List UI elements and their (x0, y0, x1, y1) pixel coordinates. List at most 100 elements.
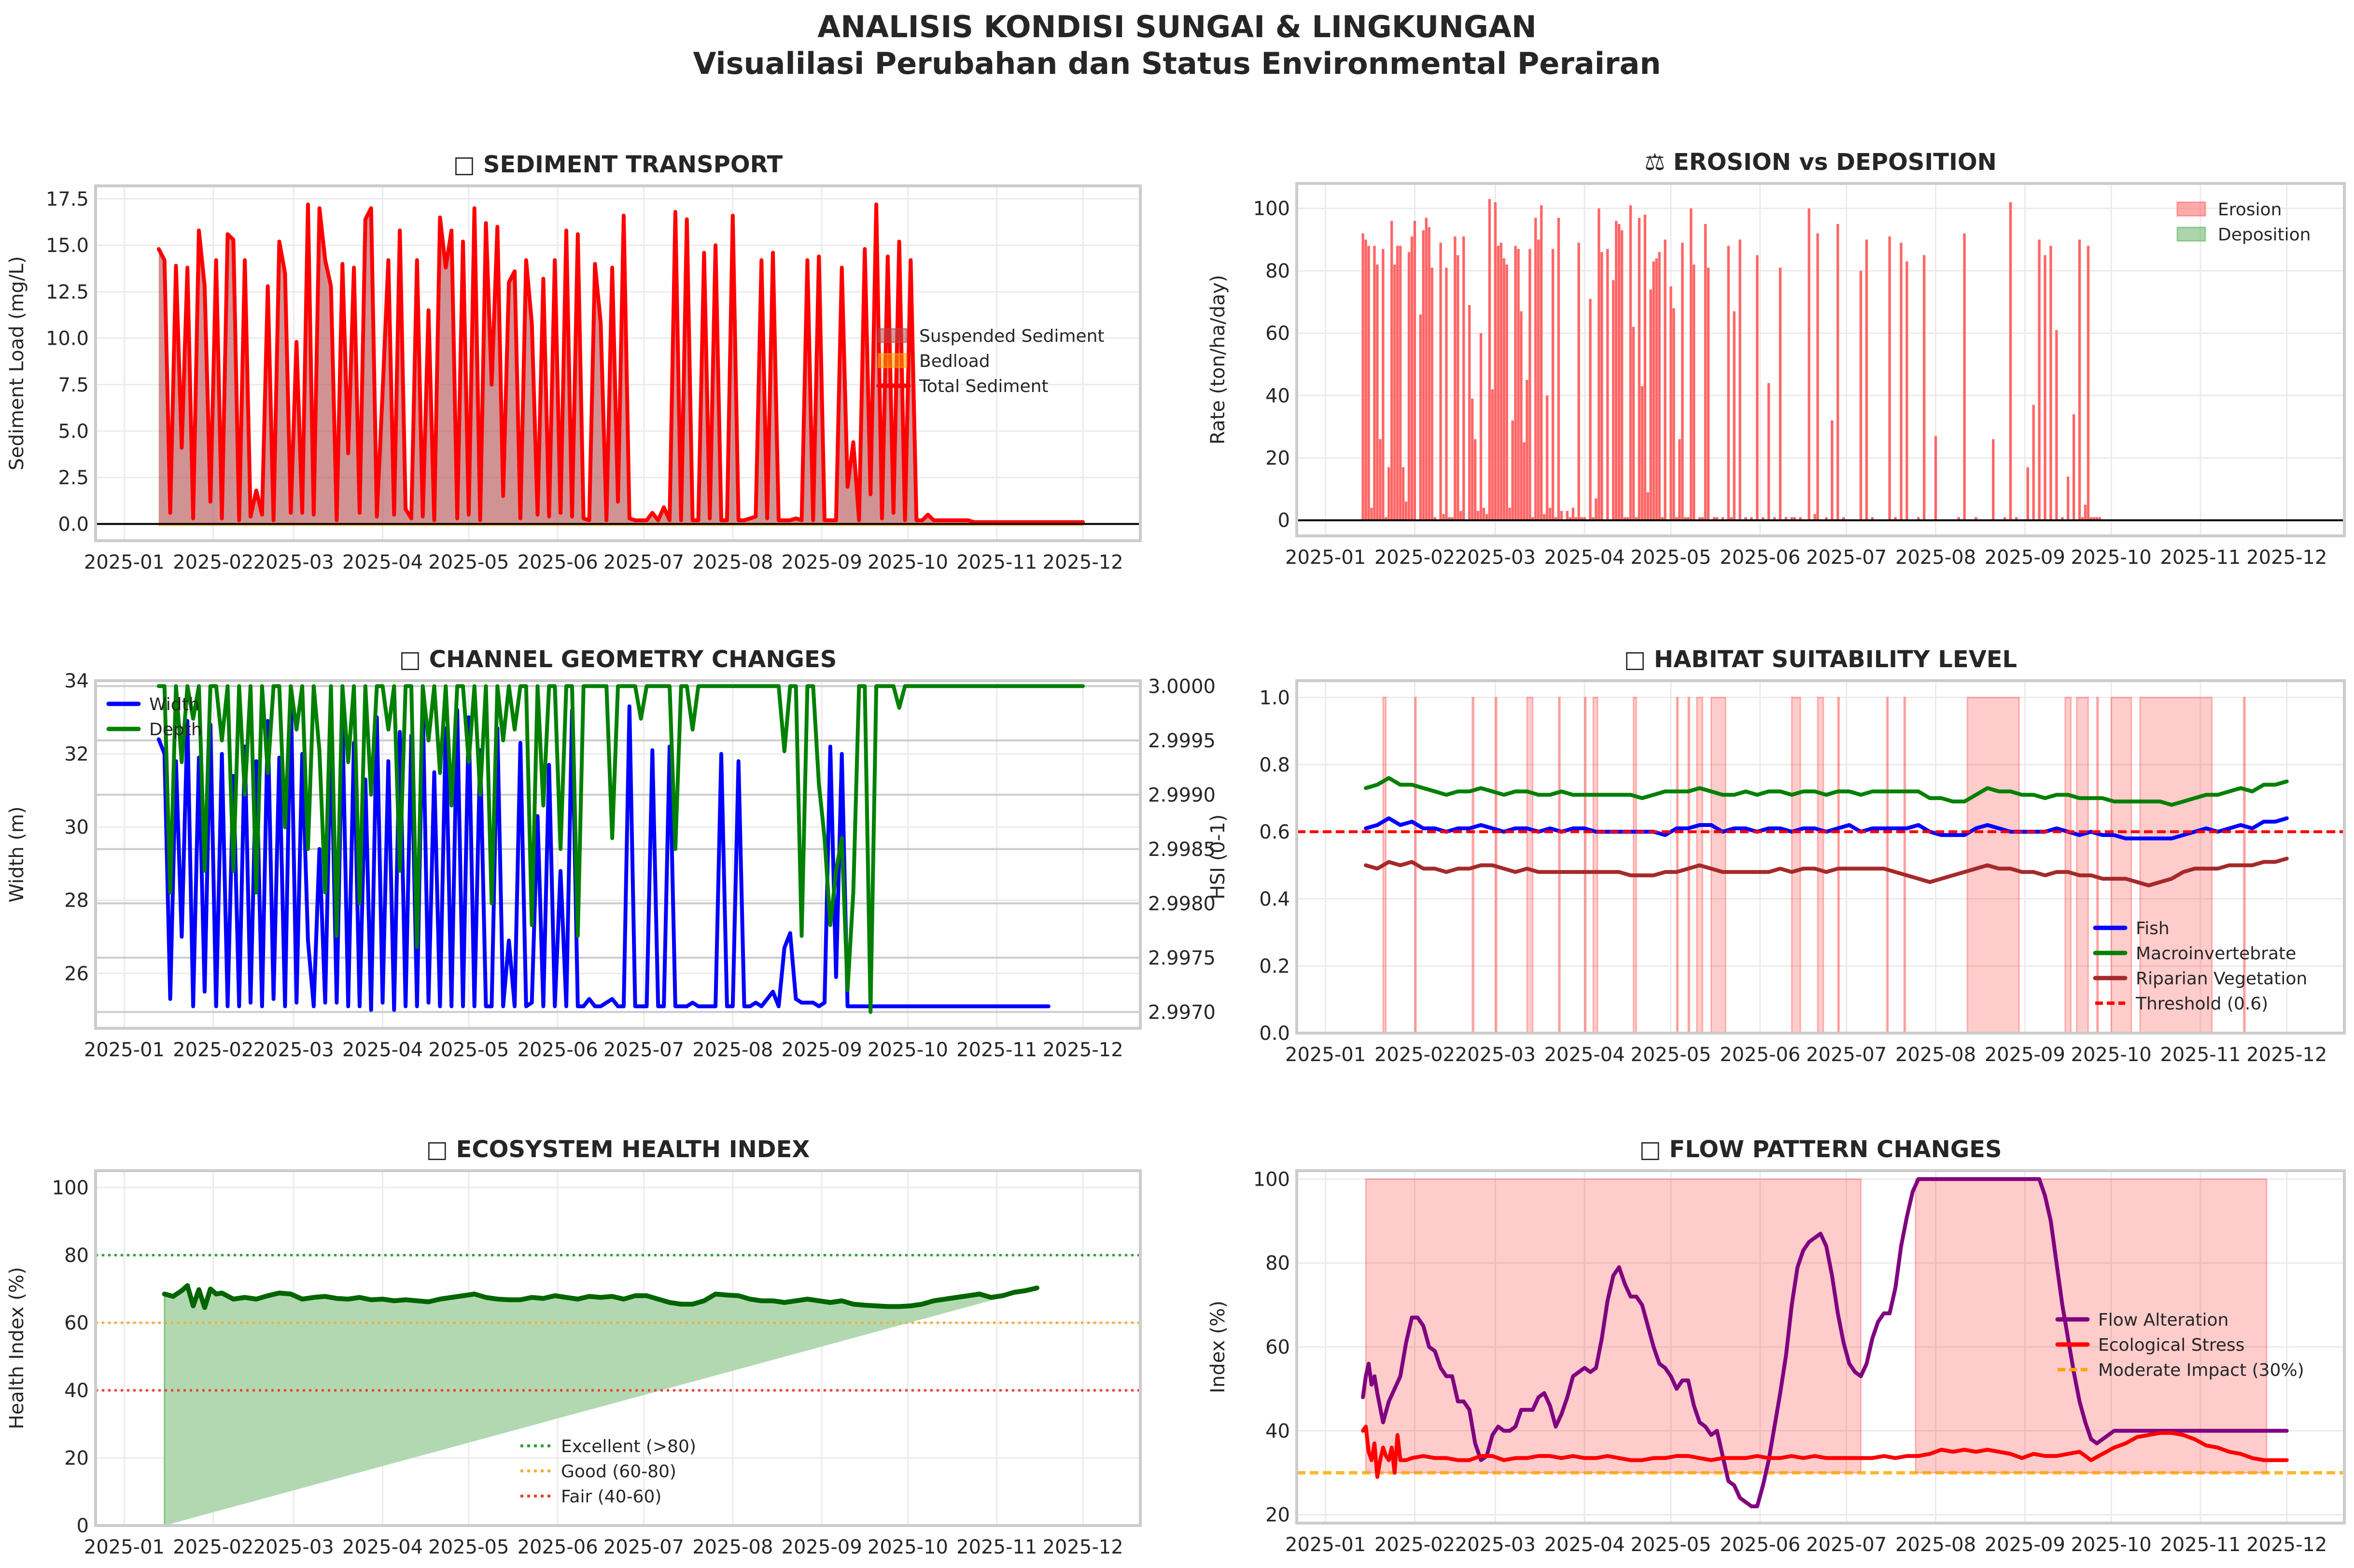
x-tick-label: 2025-06 (1720, 546, 1800, 569)
erosion-bar (1675, 517, 1678, 520)
below-threshold-span (1687, 697, 1691, 1034)
erosion-bar (1704, 224, 1707, 520)
high-stress-span (1365, 1178, 1862, 1474)
x-tick-label: 2025-11 (2160, 546, 2241, 569)
erosion-bar (1566, 511, 1569, 520)
chart-title: ⚖ EROSION vs DEPOSITION (1644, 149, 1997, 176)
y-tick-label: 20 (64, 1447, 89, 1470)
macroinvertebrate-line (1364, 776, 2289, 807)
y-right-tick-label: 2.9990 (1148, 784, 1216, 806)
flow-alteration-line (1361, 1177, 2289, 1509)
erosion-bar (1459, 511, 1462, 520)
y-tick-label: 17.5 (46, 188, 89, 210)
chart-ecosystem-health: 0 20 40 60 80 100 2025-01 2025-02 2025-03 2025-04… (6, 1136, 1142, 1558)
erosion-bar (1457, 255, 1459, 520)
erosion-bar (1595, 498, 1597, 520)
y-axis-label: Rate (ton/ha/day) (1207, 275, 1229, 445)
erosion-bar (1514, 246, 1517, 520)
erosion-bar (1635, 517, 1638, 520)
erosion-bar (1413, 221, 1416, 520)
erosion-bar (2049, 246, 2052, 520)
erosion-bar (1390, 221, 1393, 520)
axes-border (94, 184, 1142, 542)
erosion-bar (1825, 517, 1828, 520)
x-tick-label: 2025-03 (1455, 546, 1536, 569)
erosion-bar (1571, 507, 1574, 520)
erosion-bar (2032, 405, 2035, 520)
chart-title: □ CHANNEL GEOMETRY CHANGES (399, 646, 837, 673)
y-tick-label: 2.5 (58, 467, 89, 489)
erosion-bar (1871, 517, 1874, 520)
erosion-bar (1652, 261, 1655, 520)
x-tick-label: 2025-10 (868, 1039, 948, 1061)
erosion-bar (1646, 492, 1649, 520)
y-tick-label: 20 (1265, 447, 1290, 469)
axes-border (1295, 1169, 2346, 1525)
erosion-bar (1693, 264, 1695, 520)
x-tick-label: 2025-11 (2160, 1534, 2241, 1556)
erosion-bar (1468, 305, 1471, 520)
erosion-bar (1799, 517, 1802, 520)
erosion-bar (2078, 239, 2081, 520)
erosion-bar (1479, 333, 1483, 520)
y-tick-label: 7.5 (58, 374, 89, 396)
erosion-bar (1401, 467, 1405, 520)
x-tick-label: 2025-10 (868, 551, 948, 574)
erosion-bar (1551, 249, 1555, 520)
x-tick-label: 2025-01 (84, 551, 165, 574)
erosion-bar (1808, 208, 1810, 520)
y-tick-label: 15.0 (46, 235, 89, 257)
erosion-bar (1701, 517, 1704, 520)
legend-label: Depth (149, 720, 202, 740)
y-right-tick-label: 2.9985 (1148, 839, 1216, 861)
x-tick-label: 2025-09 (1985, 1044, 2065, 1066)
erosion-bar (1367, 246, 1370, 520)
erosion-bar (1730, 517, 1733, 520)
y-right-tick-label: 2.9970 (1148, 1001, 1216, 1023)
y-tick-label: 60 (1265, 322, 1290, 345)
figure-title: ANALISIS KONDISI SUNGAI & LINGKUNGAN (817, 9, 1537, 44)
erosion-bar (2015, 517, 2018, 520)
x-tick-label: 2025-07 (1806, 546, 1887, 569)
erosion-bar (1430, 267, 1433, 520)
chart-habitat-suitability: 0.0 0.2 0.4 0.6 0.8 1.0 2025-01 2025-02 2025-03 2… (1207, 646, 2346, 1066)
x-tick-label: 2025-08 (1895, 1044, 1976, 1066)
erosion-bar (1756, 255, 1759, 520)
erosion-bar (1767, 383, 1770, 520)
y-tick-label: 100 (1253, 198, 1290, 220)
ecological-stress-line (1361, 1425, 2289, 1479)
x-tick-label: 2025-05 (1630, 1044, 1711, 1066)
erosion-bar (1385, 517, 1387, 520)
x-tick-label: 2025-06 (1720, 1534, 1800, 1556)
legend-label: Good (60-80) (561, 1462, 676, 1482)
erosion-bar (1831, 420, 1834, 520)
erosion-bar (2055, 330, 2058, 520)
legend-label: Suspended Sediment (919, 326, 1105, 346)
y-tick-label: 0.8 (1259, 754, 1290, 776)
erosion-bar (1773, 517, 1776, 520)
erosion-bar (1473, 439, 1477, 520)
erosion-bar (1422, 230, 1425, 520)
y-tick-label: 100 (52, 1177, 89, 1199)
erosion-bar (1894, 517, 1897, 520)
x-tick-label: 2025-10 (2071, 1044, 2152, 1066)
axes-border (1295, 182, 2346, 537)
erosion-bar (1664, 239, 1667, 520)
y-tick-label: 20 (1265, 1504, 1290, 1526)
erosion-bar (1900, 242, 1903, 520)
x-tick-label: 2025-09 (1985, 546, 2065, 569)
erosion-bar (1842, 517, 1845, 520)
erosion-bar (1888, 236, 1891, 520)
erosion-bar (1626, 517, 1629, 520)
y-tick-label: 40 (64, 1380, 89, 1402)
chart-erosion-deposition: 0 20 40 60 80 100 2025-01 2025-02 2025-03 2025-04… (1207, 149, 2346, 569)
erosion-bar (1836, 224, 1839, 520)
erosion-bar (1707, 267, 1710, 520)
x-tick-label: 2025-04 (1544, 1044, 1625, 1066)
erosion-bar (1419, 314, 1422, 520)
erosion-bar (1560, 511, 1563, 520)
erosion-bar (2067, 476, 2070, 520)
erosion-bar (1491, 389, 1494, 520)
x-tick-label: 2025-02 (1374, 1044, 1455, 1066)
x-tick-label: 2025-12 (2246, 546, 2327, 569)
